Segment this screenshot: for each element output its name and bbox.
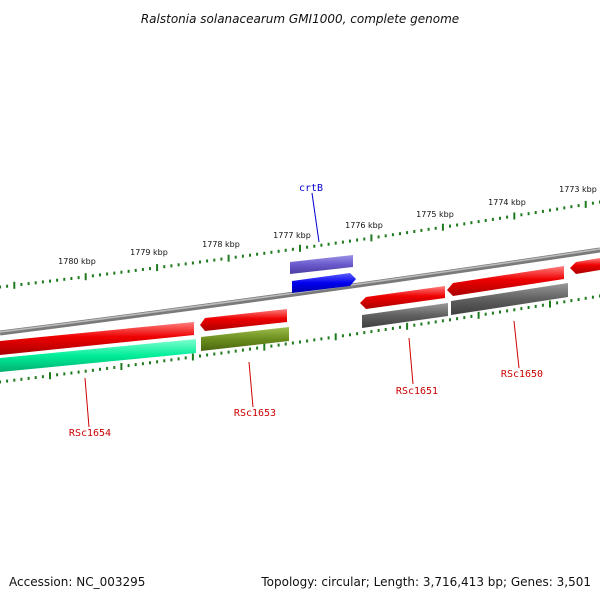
gene-RSc1650-gray-feature[interactable] [451,283,568,315]
gene-crtB-upper-feature[interactable] [290,255,353,274]
gene-label-RSc1654[interactable]: RSc1654 [69,428,111,439]
kbp-label-1775: 1775 kbp [416,210,454,219]
gene-label-RSc1653[interactable]: RSc1653 [234,408,276,419]
gene-RSc1654-feature[interactable] [0,322,194,355]
RSc1650-leader-line [513,320,520,369]
RSc1654-leader-line [84,377,90,428]
kbp-label-1773: 1773 kbp [559,185,597,194]
gene-RSc1653-feature[interactable] [200,309,287,331]
kbp-label-1774: 1774 kbp [488,198,526,207]
genome-backbone [0,247,600,336]
gene-RSc1653-olive-feature[interactable] [201,327,289,351]
kbp-label-1776: 1776 kbp [345,221,383,230]
gene-RSc1654-teal-feature[interactable] [0,339,196,372]
gene-RSc1651-feature[interactable] [360,286,445,309]
gene-right-edge-feature[interactable] [570,258,600,274]
kbp-label-1779: 1779 kbp [130,248,168,257]
gene-crtB-arrow[interactable] [292,273,356,293]
upper-tick-scale [0,200,600,289]
gene-label-crtB[interactable]: crtB [299,183,323,194]
crtB-leader-line [311,192,320,243]
kbp-label-1777: 1777 kbp [273,231,311,240]
accession-label: Accession: NC_003295 [9,575,145,589]
gene-label-RSc1651[interactable]: RSc1651 [396,386,438,397]
genome-summary: Topology: circular; Length: 3,716,413 bp… [260,575,591,589]
RSc1653-leader-line [248,361,254,408]
gene-label-RSc1650[interactable]: RSc1650 [501,369,543,380]
gene-RSc1651-gray-feature[interactable] [362,303,448,328]
gene-RSc1650-feature[interactable] [447,266,564,296]
kbp-label-1780: 1780 kbp [58,257,96,266]
genome-backbone-highlight [0,248,600,333]
RSc1651-leader-line [408,337,414,385]
lower-tick-scale [0,294,600,384]
map-title: Ralstonia solanacearum GMI1000, complete… [141,12,459,26]
kbp-label-1778: 1778 kbp [202,240,240,249]
